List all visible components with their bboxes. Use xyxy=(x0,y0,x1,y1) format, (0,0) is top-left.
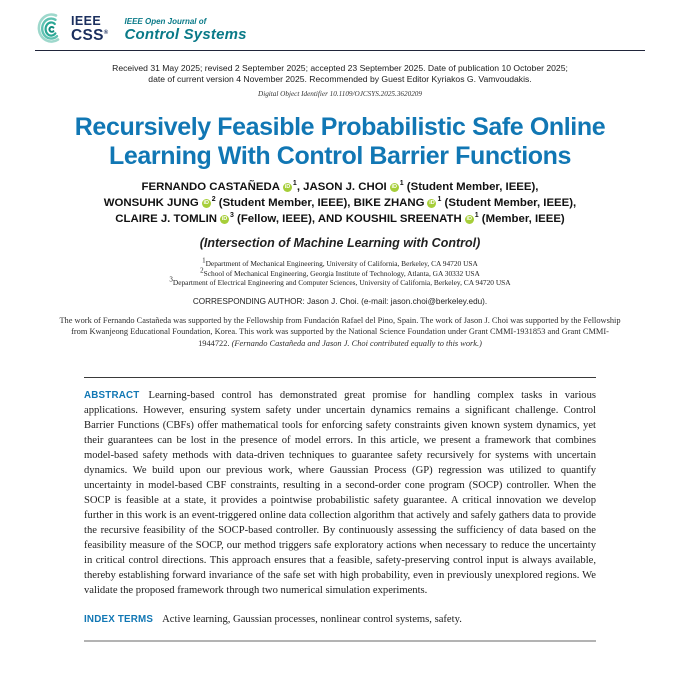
author-suffix: (Student Member, IEEE), xyxy=(441,197,577,209)
author-name: FERNANDO CASTAÑEDA xyxy=(141,181,280,194)
affiliation-number: 3 xyxy=(169,275,173,284)
author-suffix: , xyxy=(296,181,304,194)
author-suffix: (Fellow, IEEE), AND xyxy=(233,212,346,225)
css-text: CSS xyxy=(71,26,104,44)
corresponding-email[interactable]: jason.choi@berkeley.edu xyxy=(390,296,483,306)
article-title-line-2: Learning With Control Barrier Functions xyxy=(109,142,571,171)
journal-name: Control Systems xyxy=(124,25,247,43)
index-terms-text: Active learning, Gaussian processes, non… xyxy=(162,614,462,626)
css-wordmark: CSS® xyxy=(71,26,109,44)
affiliation-superscript: 1 xyxy=(292,180,297,188)
affiliation-text: School of Mechanical Engineering, Georgi… xyxy=(203,268,480,278)
affiliation-line: 2School of Mechanical Engineering, Georg… xyxy=(0,266,680,279)
ieee-wordmark: IEEE xyxy=(71,14,102,28)
section-divider-rule xyxy=(84,640,596,643)
affiliation-superscript: 3 xyxy=(229,211,234,219)
journal-title-block: IEEE Open Journal of Control Systems xyxy=(125,15,247,43)
registered-mark: ® xyxy=(103,29,109,36)
equal-contribution-note: (Fernando Castañeda and Jason J. Choi co… xyxy=(231,338,482,348)
affiliation-line: 1Department of Mechanical Engineering, U… xyxy=(0,256,680,269)
journal-header: IEEE CSS® IEEE Open Journal of Control S… xyxy=(0,0,680,51)
abstract-top-rule xyxy=(84,377,596,379)
abstract-label: ABSTRACT xyxy=(84,390,140,402)
author-line: FERNANDO CASTAÑEDA iD 1, JASON J. CHOI iD 1 … xyxy=(0,180,680,196)
affiliation-text: Department of Mechanical Engineering, Un… xyxy=(205,259,478,269)
abstract: ABSTRACT Learning-based control has demon… xyxy=(84,388,596,598)
affiliation-number: 1 xyxy=(202,256,206,265)
author-name: KOUSHIL SREENATH xyxy=(345,212,462,225)
received-dates: Received 31 May 2025; revised 2 Septembe… xyxy=(0,63,680,85)
orcid-icon[interactable]: iD xyxy=(464,214,474,224)
author-suffix: (Member, IEEE) xyxy=(478,212,565,225)
affiliation-superscript: 1 xyxy=(399,180,404,188)
author-name: BIKE ZHANG xyxy=(353,197,425,209)
affiliation-superscript: 1 xyxy=(437,196,442,204)
author-suffix: (Student Member, IEEE), xyxy=(403,181,539,194)
author-suffix: (Student Member, IEEE), xyxy=(215,197,354,209)
funding-text: The work of Fernando Castañeda was suppo… xyxy=(59,315,621,348)
index-terms-label: INDEX TERMS xyxy=(84,614,154,626)
special-section-subtitle: (Intersection of Machine Learning with C… xyxy=(199,236,481,251)
author-lines: FERNANDO CASTAÑEDA iD 1, JASON J. CHOI iD 1 … xyxy=(0,180,680,227)
journal-prefix: IEEE Open Journal of xyxy=(124,16,207,26)
author-name: JASON J. CHOI xyxy=(303,181,387,194)
affiliation-superscript: 1 xyxy=(474,211,479,219)
affiliation-text: Department of Electrical Engineering and… xyxy=(172,278,511,288)
received-line-1: Received 31 May 2025; revised 2 Septembe… xyxy=(112,63,568,73)
funding-note: The work of Fernando Castañeda was suppo… xyxy=(59,315,621,349)
affiliation-line: 3Department of Electrical Engineering an… xyxy=(0,275,680,288)
orcid-icon[interactable]: iD xyxy=(427,199,437,208)
affiliation-number: 2 xyxy=(200,266,204,275)
received-line-2: date of current version 4 November 2025.… xyxy=(148,74,532,85)
corresponding-author-line: CORRESPONDING AUTHOR: Jason J. Choi. (e-… xyxy=(0,297,680,306)
affiliations: 1Department of Mechanical Engineering, U… xyxy=(0,256,680,288)
author-line: WONSUHK JUNG iD 2 (Student Member, IEEE), … xyxy=(0,196,680,212)
abstract-text: Learning-based control has demonstrated … xyxy=(84,390,596,597)
header-rule xyxy=(35,50,645,51)
affiliation-superscript: 2 xyxy=(211,196,216,204)
society-wordmark: IEEE CSS® xyxy=(71,15,109,43)
orcid-icon[interactable]: iD xyxy=(282,183,292,193)
journal-logo-row: IEEE CSS® IEEE Open Journal of Control S… xyxy=(35,12,645,46)
author-line: CLAIRE J. TOMLIN iD 3 (Fellow, IEEE), AND … xyxy=(0,212,680,228)
ieee-css-logo-icon xyxy=(37,12,60,43)
doi-line: Digital Object Identifier 10.1109/OJCSYS… xyxy=(258,90,422,99)
article-title: Recursively Feasible Probabilistic Safe … xyxy=(0,113,680,171)
author-name: CLAIRE J. TOMLIN xyxy=(115,212,217,225)
author-name: WONSUHK JUNG xyxy=(103,197,199,209)
corresponding-prefix: CORRESPONDING AUTHOR: Jason J. Choi. (e-… xyxy=(192,296,391,306)
orcid-icon[interactable]: iD xyxy=(201,199,211,208)
orcid-icon[interactable]: iD xyxy=(389,183,399,193)
article-title-line-1: Recursively Feasible Probabilistic Safe … xyxy=(74,113,606,142)
index-terms: INDEX TERMS Active learning, Gaussian pro… xyxy=(84,612,596,627)
corresponding-suffix: ). xyxy=(482,296,488,306)
orcid-icon[interactable]: iD xyxy=(219,214,229,224)
